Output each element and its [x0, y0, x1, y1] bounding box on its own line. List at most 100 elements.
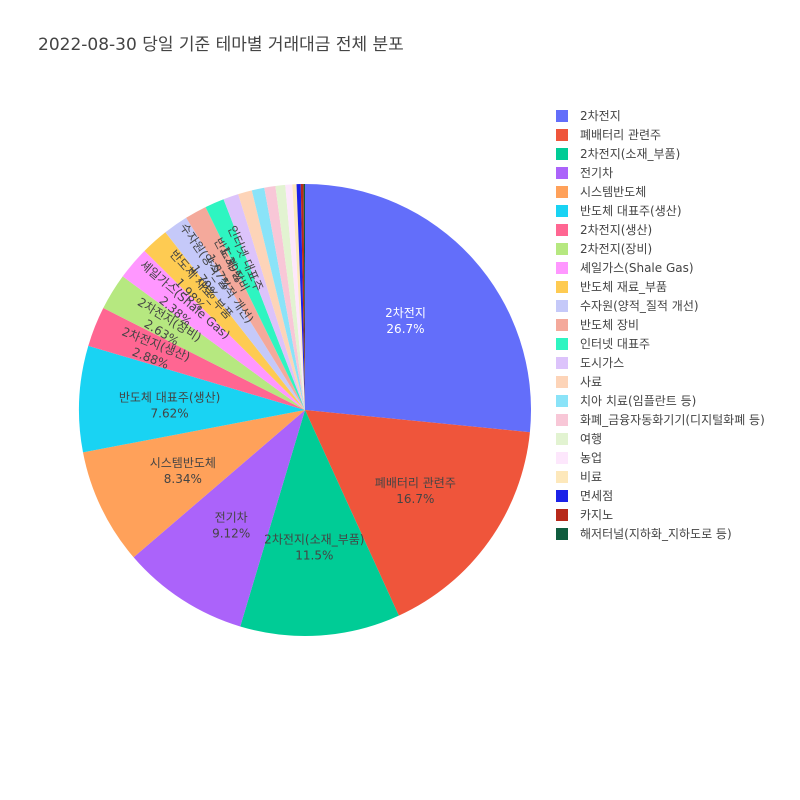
- legend-item-1[interactable]: 폐배터리 관련주: [556, 128, 661, 142]
- slice-label-name: 시스템반도체: [150, 456, 216, 470]
- legend-item-17[interactable]: 여행: [556, 431, 602, 446]
- slice-label-2: 2차전지(소재_부품) 11.5%: [264, 532, 364, 562]
- legend-item-22[interactable]: 해저터널(지하화_지하도로 등): [556, 527, 732, 541]
- pie-slice-15[interactable]: [251, 187, 305, 410]
- legend-item-15[interactable]: 치아 치료(임플란트 등): [556, 394, 696, 408]
- slice-label-percent: 7.62%: [151, 406, 189, 420]
- pie-slice-12[interactable]: [205, 199, 305, 410]
- legend-item-7[interactable]: 2차전지(장비): [556, 242, 652, 256]
- slice-label-1: 폐배터리 관련주 16.7%: [375, 476, 456, 506]
- slice-label-name: 2차전지: [385, 306, 426, 320]
- pie-slice-22[interactable]: [303, 183, 305, 410]
- legend-item-14[interactable]: 사료: [556, 375, 602, 389]
- legend-item-0[interactable]: 2차전지: [556, 109, 621, 123]
- pie-slice-5[interactable]: [78, 345, 306, 453]
- legend-label: 인터넷 대표주: [580, 337, 650, 351]
- pie-slice-0[interactable]: [305, 184, 532, 433]
- legend-item-11[interactable]: 반도체 장비: [556, 318, 639, 332]
- legend-item-20[interactable]: 면세점: [556, 489, 613, 503]
- legend-label: 2차전지(장비): [580, 242, 652, 256]
- legend-label: 2차전지(생산): [580, 223, 652, 237]
- pie-slice-9[interactable]: [144, 232, 305, 410]
- legend-item-18[interactable]: 농업: [556, 451, 602, 465]
- legend-label: 해저터널(지하화_지하도로 등): [580, 527, 732, 541]
- legend-label: 폐배터리 관련주: [580, 128, 661, 142]
- legend-swatch: [556, 414, 568, 426]
- legend-item-9[interactable]: 반도체 재료_부품: [556, 280, 667, 294]
- legend-label: 도시가스: [580, 356, 624, 370]
- legend-item-8[interactable]: 셰일가스(Shale Gas): [556, 261, 694, 275]
- slice-label-name: 반도체 대표주(생산): [119, 390, 221, 404]
- legend-swatch: [556, 148, 568, 160]
- legend-item-12[interactable]: 인터넷 대표주: [556, 337, 650, 351]
- pie-slice-13[interactable]: [223, 194, 305, 410]
- legend-label: 2차전지(소재_부품): [580, 147, 680, 161]
- pie-slice-16[interactable]: [264, 185, 305, 410]
- legend-label: 2차전지: [580, 109, 621, 123]
- pie-slice-7[interactable]: [103, 276, 305, 410]
- slice-label-percent: 16.7%: [396, 492, 434, 506]
- pie-slice-6[interactable]: [88, 308, 305, 410]
- legend-label: 반도체 재료_부품: [580, 280, 667, 294]
- legend-swatch: [556, 357, 568, 369]
- legend-swatch: [556, 110, 568, 122]
- pie-slice-14[interactable]: [238, 190, 305, 410]
- pie-slice-8[interactable]: [122, 250, 305, 410]
- legend-swatch: [556, 224, 568, 236]
- legend-swatch: [556, 433, 568, 445]
- pie-slice-20[interactable]: [296, 184, 305, 410]
- legend-item-4[interactable]: 시스템반도체: [556, 185, 646, 199]
- pie-slice-21[interactable]: [300, 184, 305, 410]
- slice-label-name: 2차전지(소재_부품): [264, 532, 364, 546]
- legend-item-19[interactable]: 비료: [556, 470, 602, 484]
- legend-label: 치아 치료(임플란트 등): [580, 394, 696, 408]
- legend-item-16[interactable]: 화폐_금융자동화기기(디지털화폐 등): [556, 413, 765, 427]
- legend-item-3[interactable]: 전기차: [556, 166, 613, 180]
- legend-swatch: [556, 528, 568, 540]
- pie-slice-10[interactable]: [165, 217, 305, 410]
- legend-label: 전기차: [580, 166, 613, 180]
- legend-swatch: [556, 262, 568, 274]
- legend-label: 비료: [580, 470, 602, 484]
- legend-label: 농업: [580, 451, 602, 465]
- chart-title: 2022-08-30 당일 기준 테마별 거래대금 전체 분포: [38, 35, 404, 55]
- pie-slice-2[interactable]: [240, 410, 399, 637]
- legend-swatch: [556, 395, 568, 407]
- legend-swatch: [556, 205, 568, 217]
- legend-item-6[interactable]: 2차전지(생산): [556, 223, 652, 237]
- legend-swatch: [556, 186, 568, 198]
- pie-slice-11[interactable]: [186, 207, 305, 410]
- legend-swatch: [556, 243, 568, 255]
- legend-swatch: [556, 490, 568, 502]
- legend-swatch: [556, 509, 568, 521]
- slice-label-3: 전기차 9.12%: [212, 511, 250, 541]
- legend-swatch: [556, 471, 568, 483]
- pie-slice-18[interactable]: [285, 184, 305, 410]
- legend-swatch: [556, 300, 568, 312]
- legend-label: 여행: [580, 431, 602, 446]
- slice-label-4: 시스템반도체 8.34%: [150, 456, 216, 486]
- legend-label: 사료: [580, 375, 602, 389]
- legend-swatch: [556, 319, 568, 331]
- slice-label-percent: 8.34%: [164, 472, 202, 486]
- slice-label-percent: 11.5%: [295, 548, 333, 562]
- slice-label-name: 폐배터리 관련주: [375, 476, 456, 490]
- pie-slice-4[interactable]: [83, 410, 305, 558]
- legend-item-10[interactable]: 수자원(양적_질적 개선): [556, 299, 699, 313]
- pie-slice-19[interactable]: [292, 184, 305, 410]
- legend-swatch: [556, 376, 568, 388]
- legend-label: 반도체 장비: [580, 318, 639, 332]
- legend-item-5[interactable]: 반도체 대표주(생산): [556, 204, 682, 218]
- legend-item-13[interactable]: 도시가스: [556, 356, 624, 370]
- legend-label: 시스템반도체: [580, 185, 646, 199]
- legend-item-2[interactable]: 2차전지(소재_부품): [556, 147, 680, 161]
- pie-slice-1[interactable]: [305, 410, 530, 616]
- pie-slice-17[interactable]: [275, 184, 305, 410]
- slice-label-5: 반도체 대표주(생산) 7.62%: [119, 390, 221, 420]
- pie-slice-3[interactable]: [133, 410, 305, 627]
- legend-swatch: [556, 281, 568, 293]
- legend-item-21[interactable]: 카지노: [556, 508, 613, 522]
- legend-swatch: [556, 167, 568, 179]
